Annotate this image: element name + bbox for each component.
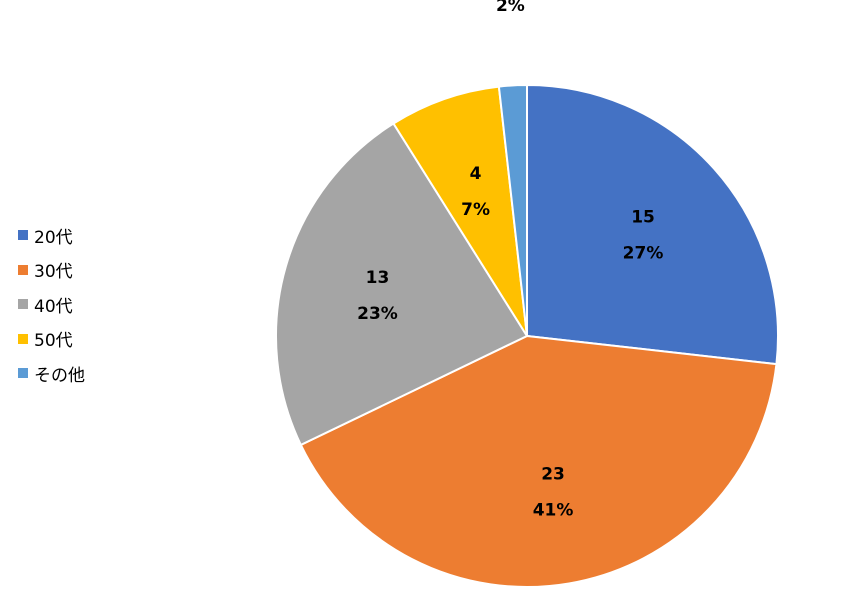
legend-label-20s: 20代 [34,227,73,248]
legend-swatch-40s [18,299,28,310]
data-label-value-20s: 15 [631,207,655,227]
legend-label-50s: 50代 [34,331,73,352]
legend-swatch-30s [18,264,28,275]
legend-item-30s: 30代 [18,253,85,288]
legend-label-30s: 30代 [34,262,73,283]
legend-item-50s: 50代 [18,322,85,357]
data-label-percent-50s: 7% [461,200,490,220]
legend-item-40s: 40代 [18,287,85,322]
data-label-percent-30s: 41% [533,500,574,520]
legend-swatch-other [18,368,28,379]
legend-item-20s: 20代 [18,218,85,253]
legend-label-40s: 40代 [34,296,73,317]
data-label-value-50s: 4 [470,164,482,184]
pie-slice-other [497,83,528,337]
chart-legend: 20代 30代 40代 50代 その他 [18,218,85,391]
data-label-percent-40s: 23% [357,304,398,324]
legend-item-other: その他 [18,356,85,391]
pie-slice-50s [392,85,528,337]
legend-label-other: その他 [34,365,85,386]
pie-slice-20s [526,83,779,366]
data-label-value-40s: 13 [366,268,390,288]
data-label-percent-other: 2% [496,0,525,16]
pie-slice-30s [299,334,778,588]
legend-swatch-20s [18,230,28,241]
data-label-value-30s: 23 [541,464,565,484]
legend-swatch-50s [18,333,28,344]
data-label-percent-20s: 27% [623,243,664,263]
pie-slice-40s [275,122,529,447]
